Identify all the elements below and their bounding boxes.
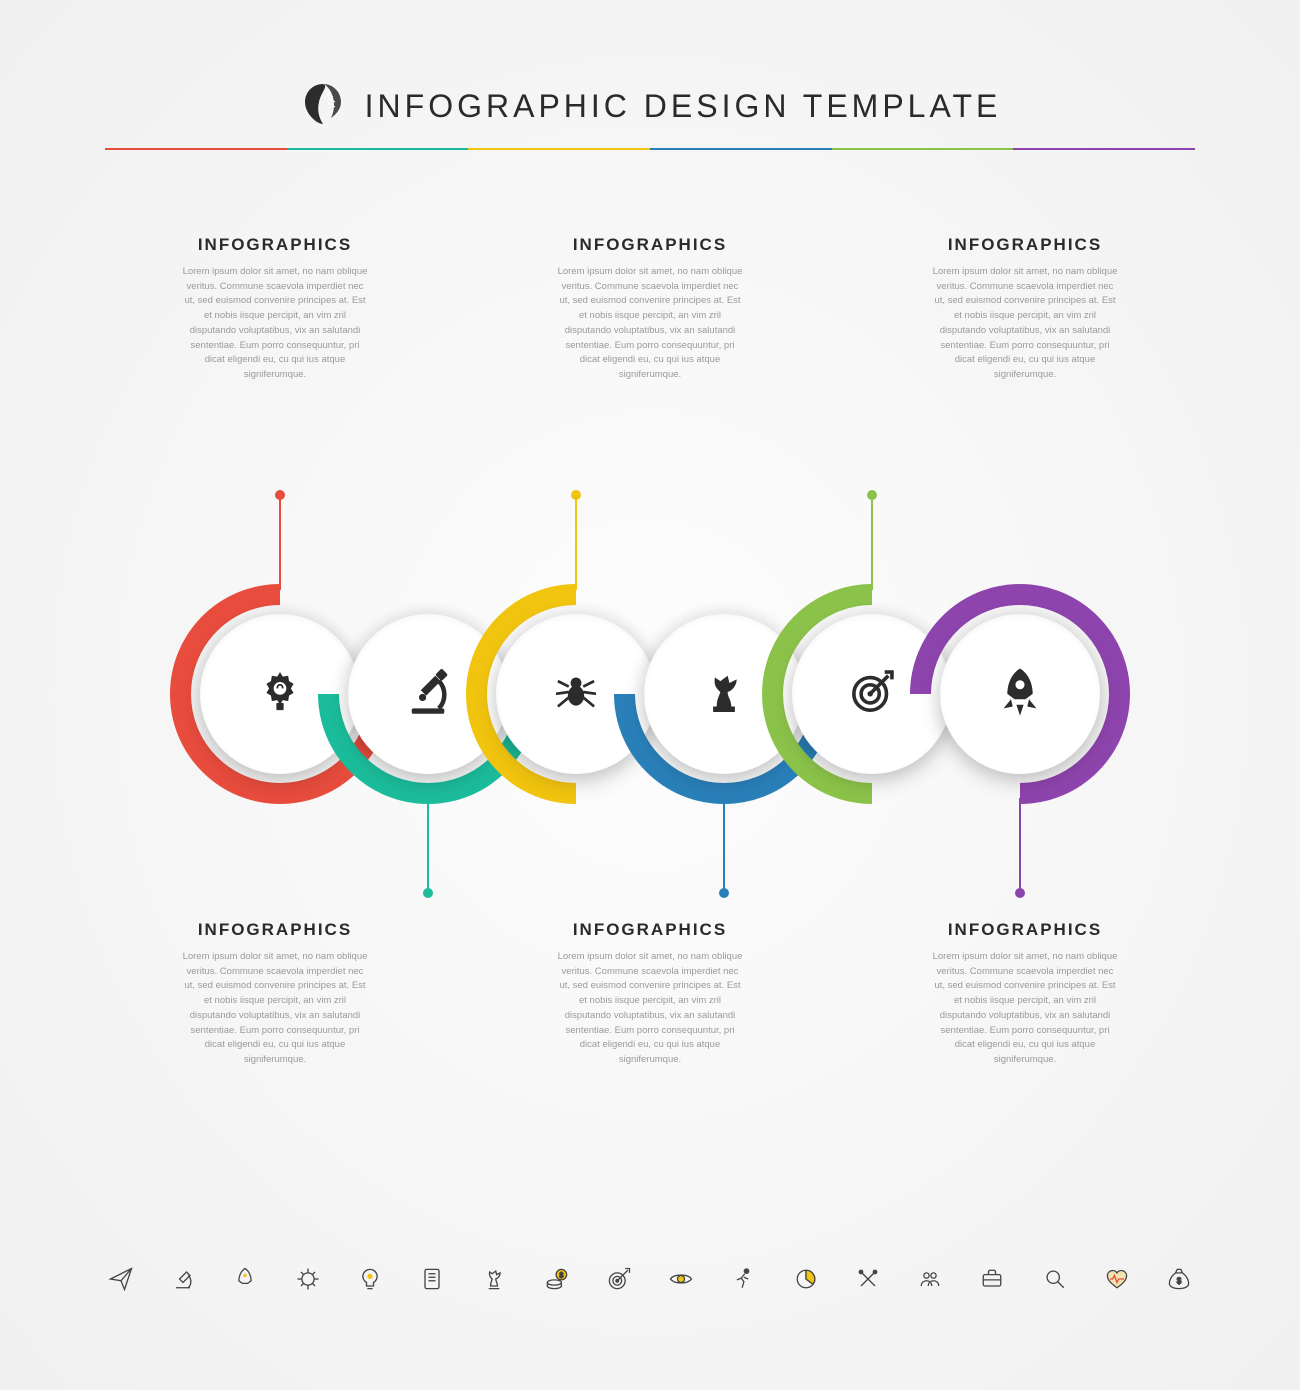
paper-plane-icon [105,1263,137,1295]
rocket-icon [229,1263,261,1295]
text-block-1: INFOGRAPHICS Lorem ipsum dolor sit amet, … [180,235,370,383]
timeline [0,600,1300,788]
chess-icon [478,1263,510,1295]
virus-icon [292,1263,324,1295]
top-text-row: INFOGRAPHICS Lorem ipsum dolor sit amet, … [0,235,1300,383]
timeline-node-6 [926,600,1114,788]
svg-text:$: $ [559,1272,563,1279]
money-bag-icon: $ [1163,1263,1195,1295]
page-title: INFOGRAPHIC DESIGN TEMPLATE [365,88,1002,125]
microscope-icon [399,663,457,726]
text-block-6: INFOGRAPHICS Lorem ipsum dolor sit amet, … [930,920,1120,1068]
text-body: Lorem ipsum dolor sit amet, no nam obliq… [180,265,370,383]
connector-down [1019,798,1021,893]
notebook-icon [416,1263,448,1295]
rainbow-divider [105,148,1195,150]
people-icon [914,1263,946,1295]
rocket-icon [991,663,1049,726]
eye-icon [665,1263,697,1295]
text-heading: INFOGRAPHICS [555,235,745,255]
text-block-5: INFOGRAPHICS Lorem ipsum dolor sit amet, … [930,235,1120,383]
target-icon [843,663,901,726]
tools-icon [852,1263,884,1295]
text-heading: INFOGRAPHICS [555,920,745,940]
text-body: Lorem ipsum dolor sit amet, no nam obliq… [930,265,1120,383]
pie-chart-icon [790,1263,822,1295]
connector-down [723,798,725,893]
connector-up [575,495,577,590]
connector-down [427,798,429,893]
magnifier-icon [1039,1263,1071,1295]
briefcase-icon [976,1263,1008,1295]
text-body: Lorem ipsum dolor sit amet, no nam obliq… [555,950,745,1068]
microscope-icon [167,1263,199,1295]
connector-up [871,495,873,590]
text-block-4: INFOGRAPHICS Lorem ipsum dolor sit amet, … [555,920,745,1068]
idea-gear-icon [251,663,309,726]
text-heading: INFOGRAPHICS [180,920,370,940]
text-body: Lorem ipsum dolor sit amet, no nam obliq… [180,950,370,1068]
connector-up [279,495,281,590]
spider-icon [547,663,605,726]
text-heading: INFOGRAPHICS [930,235,1120,255]
svg-text:$: $ [1177,1276,1182,1285]
runner-icon [727,1263,759,1295]
target-icon [603,1263,635,1295]
text-block-3: INFOGRAPHICS Lorem ipsum dolor sit amet, … [555,235,745,383]
logo-icon [299,80,347,133]
text-body: Lorem ipsum dolor sit amet, no nam obliq… [930,950,1120,1068]
coins-icon: $ [541,1263,573,1295]
text-body: Lorem ipsum dolor sit amet, no nam obliq… [555,265,745,383]
text-heading: INFOGRAPHICS [930,920,1120,940]
chess-icon [695,663,753,726]
footer-icon-row: $$ [105,1263,1195,1295]
page-header: INFOGRAPHIC DESIGN TEMPLATE [0,80,1300,133]
text-block-2: INFOGRAPHICS Lorem ipsum dolor sit amet, … [180,920,370,1068]
bulb-icon [354,1263,386,1295]
heart-icon [1101,1263,1133,1295]
bottom-text-row: INFOGRAPHICS Lorem ipsum dolor sit amet, … [0,920,1300,1068]
node-circle [940,614,1100,774]
text-heading: INFOGRAPHICS [180,235,370,255]
